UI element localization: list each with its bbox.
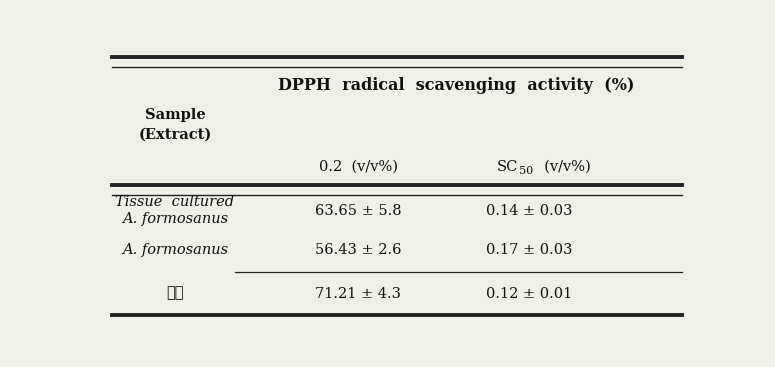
Text: 0.12 ± 0.01: 0.12 ± 0.01 <box>486 287 573 301</box>
Text: 0.2  (v/v%): 0.2 (v/v%) <box>319 160 398 174</box>
Text: (v/v%): (v/v%) <box>536 160 591 174</box>
Text: 71.21 ± 4.3: 71.21 ± 4.3 <box>315 287 401 301</box>
Text: Tissue  cultured: Tissue cultured <box>115 195 235 209</box>
Text: A. formosanus: A. formosanus <box>122 243 228 257</box>
Text: 녹차: 녹차 <box>166 287 184 301</box>
Text: 63.65 ± 5.8: 63.65 ± 5.8 <box>315 204 401 218</box>
Text: SC: SC <box>496 160 518 174</box>
Text: 56.43 ± 2.6: 56.43 ± 2.6 <box>315 243 401 257</box>
Text: Sample: Sample <box>145 108 205 122</box>
Text: DPPH  radical  scavenging  activity  (%): DPPH radical scavenging activity (%) <box>277 76 634 94</box>
Text: 0.14 ± 0.03: 0.14 ± 0.03 <box>486 204 573 218</box>
Text: (Extract): (Extract) <box>138 127 212 141</box>
Text: A. formosanus: A. formosanus <box>122 212 228 226</box>
Text: 50: 50 <box>519 166 533 176</box>
Text: 0.17 ± 0.03: 0.17 ± 0.03 <box>486 243 573 257</box>
